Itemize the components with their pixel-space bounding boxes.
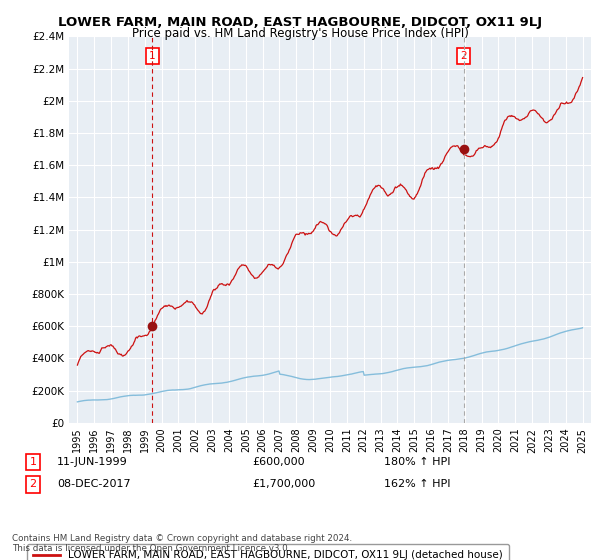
Text: 11-JUN-1999: 11-JUN-1999 <box>57 457 128 467</box>
Text: Contains HM Land Registry data © Crown copyright and database right 2024.
This d: Contains HM Land Registry data © Crown c… <box>12 534 352 553</box>
Text: LOWER FARM, MAIN ROAD, EAST HAGBOURNE, DIDCOT, OX11 9LJ: LOWER FARM, MAIN ROAD, EAST HAGBOURNE, D… <box>58 16 542 29</box>
Legend: LOWER FARM, MAIN ROAD, EAST HAGBOURNE, DIDCOT, OX11 9LJ (detached house), HPI: A: LOWER FARM, MAIN ROAD, EAST HAGBOURNE, D… <box>27 544 509 560</box>
Text: 1: 1 <box>149 51 155 60</box>
Text: £600,000: £600,000 <box>252 457 305 467</box>
Text: 2: 2 <box>29 479 37 489</box>
Text: Price paid vs. HM Land Registry's House Price Index (HPI): Price paid vs. HM Land Registry's House … <box>131 27 469 40</box>
Text: 180% ↑ HPI: 180% ↑ HPI <box>384 457 451 467</box>
Text: 2: 2 <box>460 51 467 60</box>
Text: 08-DEC-2017: 08-DEC-2017 <box>57 479 131 489</box>
Text: 1: 1 <box>29 457 37 467</box>
Text: £1,700,000: £1,700,000 <box>252 479 315 489</box>
Text: 162% ↑ HPI: 162% ↑ HPI <box>384 479 451 489</box>
